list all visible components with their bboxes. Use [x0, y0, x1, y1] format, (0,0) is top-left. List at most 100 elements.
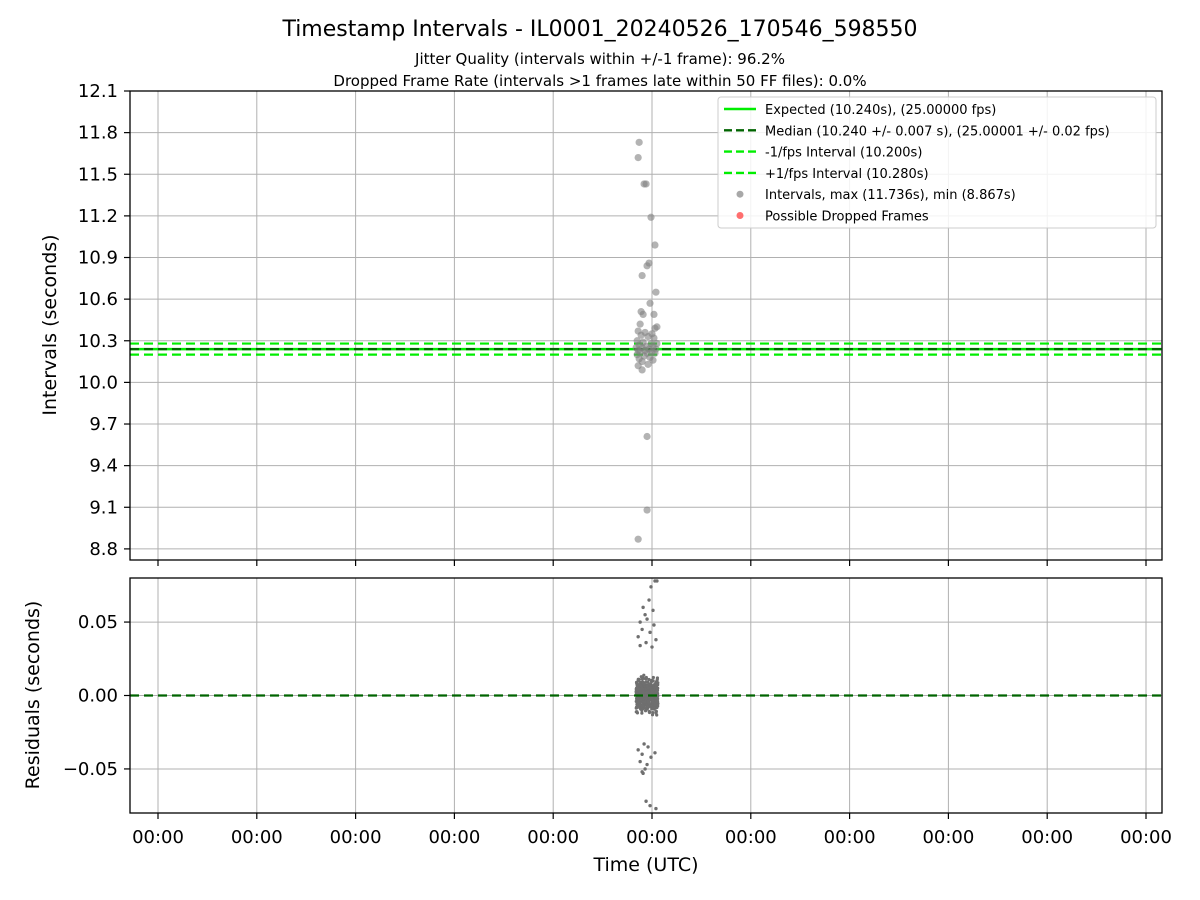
residual-point	[640, 627, 644, 632]
intervals-plot: 8.8 9.1 9.4 9.7 10.0 10.3 10.6 10.9 11.2 11.5 11.8…	[78, 81, 1163, 566]
residual-point	[652, 623, 656, 627]
residual-point	[649, 585, 653, 589]
residual-point	[655, 713, 659, 717]
residual-point	[654, 690, 658, 694]
residual-point	[636, 748, 640, 752]
x-tick-label: 00:00	[330, 827, 382, 848]
y-tick-label: 11.5	[78, 164, 118, 185]
residual-point	[644, 691, 648, 695]
y-tick-label: 9.4	[89, 456, 118, 477]
interval-point	[636, 320, 644, 328]
x-axis-label-time: Time (UTC)	[592, 854, 698, 876]
residual-point	[638, 698, 643, 702]
residual-point	[648, 803, 652, 808]
interval-point	[638, 366, 646, 374]
interval-point	[639, 310, 647, 318]
residual-point	[650, 645, 654, 649]
residual-point	[641, 687, 645, 691]
x-tick-label: 00:00	[1120, 827, 1172, 848]
residual-point	[650, 713, 655, 717]
y-axis-label-intervals: Intervals (seconds)	[39, 234, 61, 415]
chart-subtitle-dropped: Dropped Frame Rate (intervals >1 frames …	[333, 72, 866, 90]
y-tick-label: 12.1	[78, 81, 118, 102]
legend-entry: Expected (10.240s), (25.00000 fps)	[724, 103, 996, 118]
x-tick-label: 00:00	[527, 827, 579, 848]
residuals-axes-frame	[129, 577, 1163, 814]
legend-marker	[736, 212, 744, 219]
residual-point	[645, 762, 649, 767]
interval-point	[642, 180, 650, 188]
residual-point	[651, 690, 655, 694]
interval-point	[638, 271, 646, 280]
y-tick-label: 8.8	[89, 539, 118, 560]
legend-entry: +1/fps Interval (10.280s)	[724, 167, 929, 182]
residual-point	[636, 677, 640, 681]
residual-point	[640, 677, 645, 681]
x-tick-label: 00:00	[922, 827, 974, 848]
residual-point	[638, 759, 642, 764]
residual-point	[637, 701, 641, 705]
y-tick-label: 10.0	[78, 372, 118, 393]
residual-point	[634, 691, 638, 695]
residual-point	[645, 617, 649, 621]
residual-point	[651, 675, 655, 680]
x-tick-label: 00:00	[428, 827, 480, 848]
residual-point	[654, 806, 658, 811]
chart-subtitle-jitter: Jitter Quality (intervals within +/-1 fr…	[414, 50, 785, 68]
legend-label: Possible Dropped Frames	[765, 210, 929, 225]
interval-point	[643, 506, 651, 514]
y-tick-label: −0.05	[63, 759, 118, 780]
residual-point	[646, 691, 650, 695]
interval-point	[644, 333, 652, 341]
residual-point	[653, 751, 657, 755]
residual-point	[655, 699, 659, 704]
residual-point	[648, 710, 652, 714]
legend-entry: -1/fps Interval (10.200s)	[724, 146, 922, 161]
x-tick-label: 00:00	[1021, 827, 1073, 848]
residual-point	[636, 635, 640, 639]
interval-point	[634, 535, 642, 543]
legend-label: -1/fps Interval (10.200s)	[765, 146, 922, 161]
residual-point	[655, 579, 659, 583]
y-tick-label: 10.9	[78, 248, 118, 269]
interval-point	[650, 334, 658, 342]
residual-point	[636, 696, 640, 701]
residuals-plot: 00:00 00:00 00:00 00:00 00:00 00:00 00:00 00:00…	[63, 577, 1172, 848]
y-tick-label: 10.6	[78, 289, 118, 310]
residual-point	[640, 711, 644, 715]
legend-entry: Intervals, max (11.736s), min (8.867s)	[736, 188, 1016, 203]
residual-point	[641, 771, 645, 776]
residual-point	[647, 598, 651, 602]
legend-entry: Median (10.240 +/- 0.007 s), (25.00001 +…	[724, 124, 1110, 139]
legend-box	[717, 96, 1157, 229]
y-axis-label-residuals: Residuals (seconds)	[22, 601, 44, 790]
interval-point	[644, 360, 652, 368]
residual-point	[644, 676, 648, 681]
y-tick-label: 9.1	[89, 497, 118, 518]
interval-point	[643, 432, 651, 441]
y-tick-label: 0.00	[78, 686, 118, 707]
y-tick-label: 9.7	[89, 414, 118, 435]
residual-point	[654, 637, 658, 642]
legend-label: Median (10.240 +/- 0.007 s), (25.00001 +…	[765, 124, 1110, 139]
residual-point	[651, 608, 655, 613]
residual-point	[643, 613, 647, 617]
intervals-axes-frame	[129, 90, 1163, 561]
residual-point	[645, 684, 649, 688]
y-tick-label: 11.8	[78, 123, 118, 144]
residual-point	[648, 630, 652, 635]
residual-point	[649, 755, 653, 759]
y-tick-label: 10.3	[78, 331, 118, 352]
residual-point	[634, 710, 638, 714]
residual-point	[639, 684, 643, 688]
residual-point	[642, 682, 646, 686]
y-tick-label: 11.2	[78, 206, 118, 227]
interval-point	[650, 310, 658, 318]
residual-point	[654, 709, 658, 713]
legend-label: Intervals, max (11.736s), min (8.867s)	[765, 188, 1016, 203]
residual-point	[644, 799, 648, 803]
residual-point	[655, 683, 659, 687]
residual-point	[644, 706, 648, 710]
x-tick-label: 00:00	[626, 827, 678, 848]
